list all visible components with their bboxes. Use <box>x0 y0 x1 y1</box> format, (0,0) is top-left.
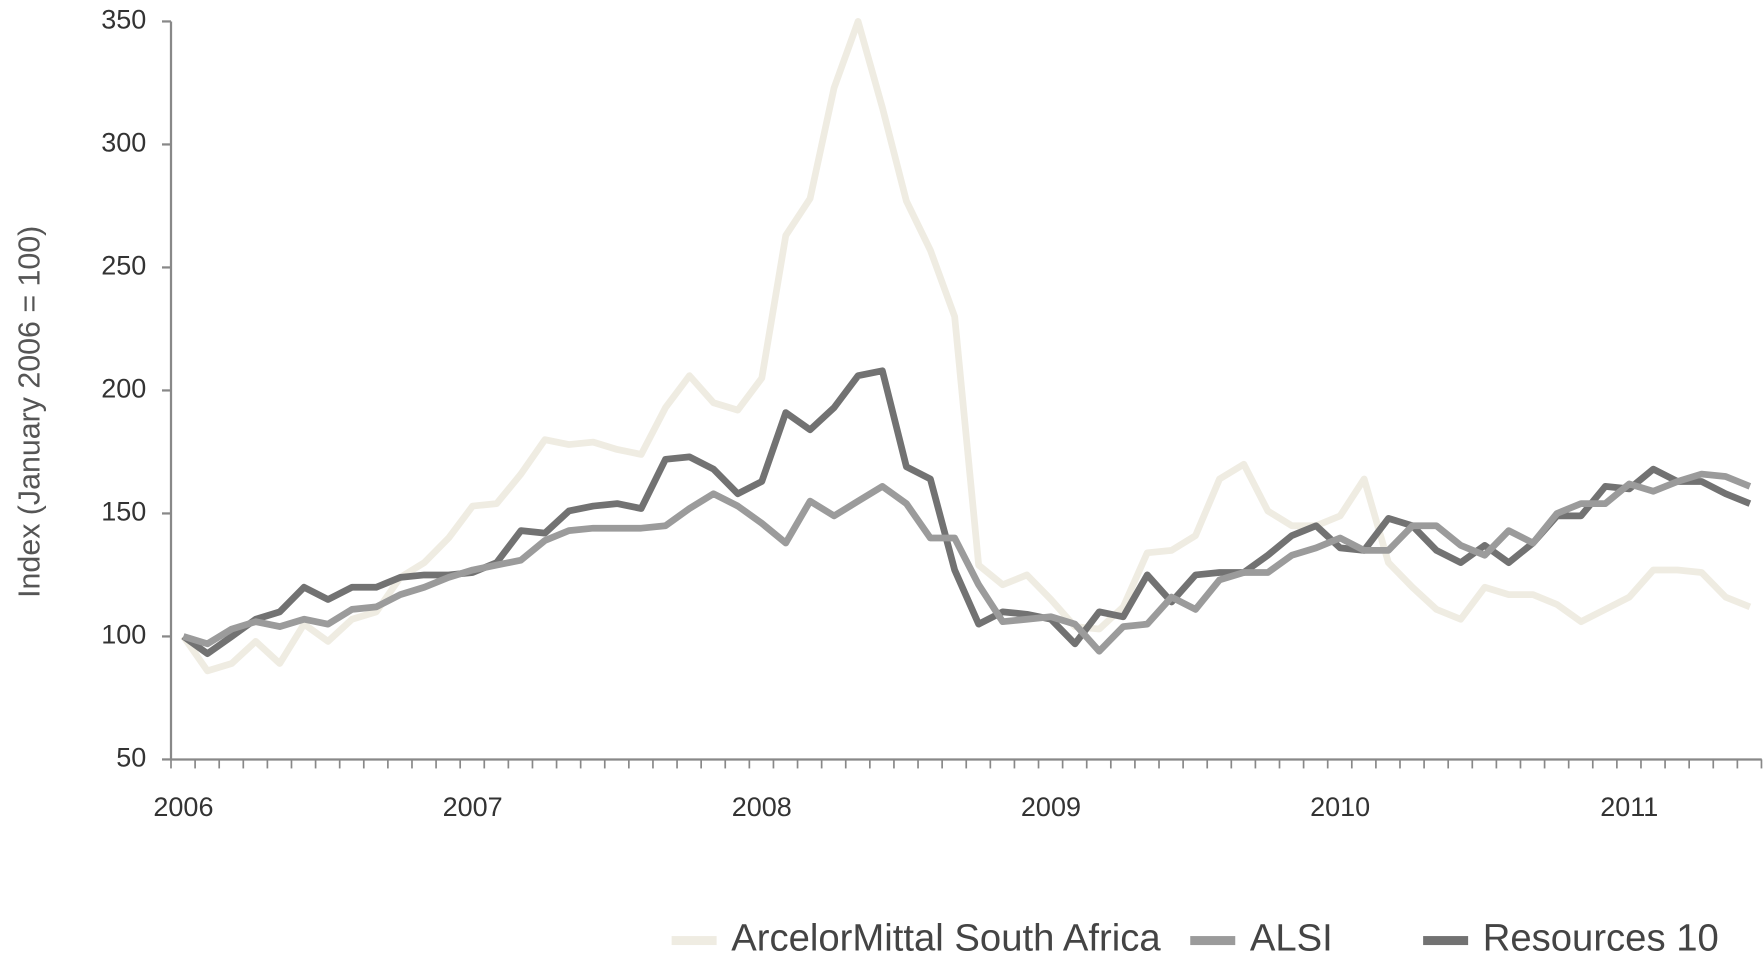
x-tick-label: 2008 <box>732 792 792 822</box>
y-axis-label: Index (January 2006 = 100) <box>14 226 47 598</box>
legend-swatch <box>671 936 717 946</box>
y-tick-label: 150 <box>101 497 146 527</box>
x-tick-label: 2010 <box>1310 792 1370 822</box>
legend-swatch <box>1190 936 1236 946</box>
legend-swatch <box>1423 936 1469 946</box>
legend-label: Resources 10 <box>1483 917 1719 960</box>
series-line <box>180 18 1752 675</box>
x-tick-label: 2007 <box>443 792 503 822</box>
y-tick-label: 200 <box>101 374 146 404</box>
series-line <box>182 470 1752 655</box>
legend-label: ALSI <box>1250 917 1333 960</box>
y-tick-label: 300 <box>101 128 146 158</box>
y-tick-label: 250 <box>101 251 146 281</box>
y-tick-label: 50 <box>116 743 146 773</box>
x-tick-label: 2011 <box>1600 792 1658 822</box>
legend-label: ArcelorMittal South Africa <box>731 917 1161 960</box>
x-tick-label: 2009 <box>1021 792 1081 822</box>
y-tick-label: 350 <box>101 5 146 35</box>
x-tick-label: 2006 <box>153 792 213 822</box>
y-tick-label: 100 <box>101 620 146 650</box>
